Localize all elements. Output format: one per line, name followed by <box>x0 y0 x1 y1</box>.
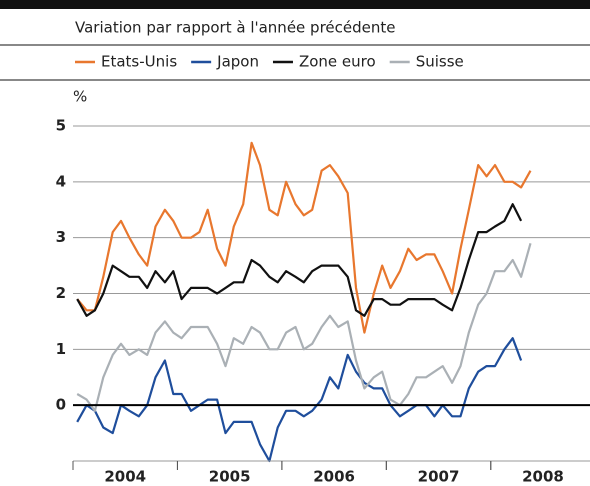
top-bar <box>0 0 590 9</box>
legend-label: Japon <box>216 53 259 71</box>
x-tick-label: 2008 <box>522 468 564 486</box>
x-tick-label: 2007 <box>418 468 460 486</box>
x-tick-label: 2005 <box>209 468 251 486</box>
y-unit: % <box>73 88 87 106</box>
series-line <box>76 203 523 317</box>
legend-label: Suisse <box>416 53 464 71</box>
legend-label: Zone euro <box>299 53 376 71</box>
legend-label: Etats-Unis <box>101 53 177 71</box>
y-tick-label: 1 <box>56 340 66 358</box>
y-tick-label: 2 <box>56 284 66 302</box>
x-tick-label: 2006 <box>313 468 355 486</box>
series-line <box>76 337 523 463</box>
subtitle: Variation par rapport à l'année précéden… <box>75 19 395 37</box>
series-line <box>76 141 532 334</box>
x-tick-label: 2004 <box>104 468 146 486</box>
series-line <box>76 243 532 412</box>
y-tick-label: 5 <box>56 117 66 135</box>
y-tick-label: 0 <box>56 396 66 414</box>
y-tick-label: 4 <box>56 172 66 190</box>
y-tick-label: 3 <box>56 228 66 246</box>
legend: Etats-Unis Japon Zone euro Suisse <box>75 53 464 71</box>
